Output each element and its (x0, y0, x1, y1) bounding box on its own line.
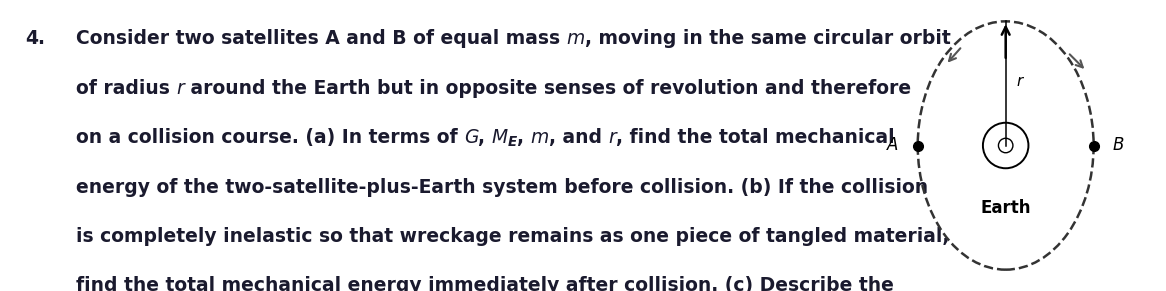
Text: 4.: 4. (26, 29, 45, 48)
Text: is completely inelastic so that wreckage remains as one piece of tangled materia: is completely inelastic so that wreckage… (76, 227, 949, 246)
Text: Consider two satellites A and B of equal mass: Consider two satellites A and B of equal… (76, 29, 567, 48)
Text: ,: , (478, 128, 492, 147)
Text: ,: , (518, 128, 531, 147)
Text: m: m (531, 128, 549, 147)
Text: on a collision course. (a) In terms of: on a collision course. (a) In terms of (76, 128, 464, 147)
Text: $B$: $B$ (1112, 136, 1125, 155)
Text: $r$: $r$ (1016, 74, 1025, 89)
Text: of radius: of radius (76, 79, 176, 97)
Text: Earth: Earth (981, 199, 1031, 217)
Text: m: m (567, 29, 584, 48)
Text: r: r (176, 79, 184, 97)
Text: M: M (492, 128, 508, 147)
Text: , find the total mechanical: , find the total mechanical (617, 128, 895, 147)
Text: , moving in the same circular orbit: , moving in the same circular orbit (584, 29, 950, 48)
Text: E: E (508, 135, 518, 149)
Text: find the total mechanical energy immediately after collision. (c) Describe the: find the total mechanical energy immedia… (76, 276, 893, 291)
Text: , and: , and (549, 128, 609, 147)
Text: r: r (609, 128, 617, 147)
Text: energy of the two-satellite-plus-Earth system before collision. (b) If the colli: energy of the two-satellite-plus-Earth s… (76, 178, 928, 196)
Text: G: G (464, 128, 478, 147)
Text: $A$: $A$ (886, 136, 899, 155)
Text: around the Earth but in opposite senses of revolution and therefore: around the Earth but in opposite senses … (184, 79, 911, 97)
